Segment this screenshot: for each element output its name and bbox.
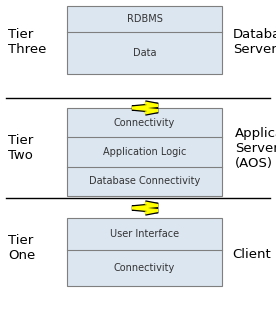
- Bar: [67, 108, 222, 196]
- Text: Connectivity: Connectivity: [114, 263, 175, 273]
- Bar: [67, 6, 222, 74]
- Text: Tier
One: Tier One: [8, 234, 35, 262]
- Bar: [67, 218, 222, 286]
- Text: Connectivity: Connectivity: [114, 118, 175, 128]
- Text: Tier
Two: Tier Two: [8, 134, 33, 162]
- Text: Database Connectivity: Database Connectivity: [89, 176, 200, 186]
- Text: Data: Data: [133, 48, 156, 58]
- Text: Application
Server
(AOS): Application Server (AOS): [235, 126, 276, 170]
- Text: Application Logic: Application Logic: [103, 147, 186, 157]
- Text: Tier
Three: Tier Three: [8, 28, 46, 56]
- Text: User Interface: User Interface: [110, 229, 179, 239]
- Text: Database
Server: Database Server: [233, 28, 276, 56]
- Text: Client: Client: [232, 249, 271, 262]
- Text: RDBMS: RDBMS: [127, 14, 163, 24]
